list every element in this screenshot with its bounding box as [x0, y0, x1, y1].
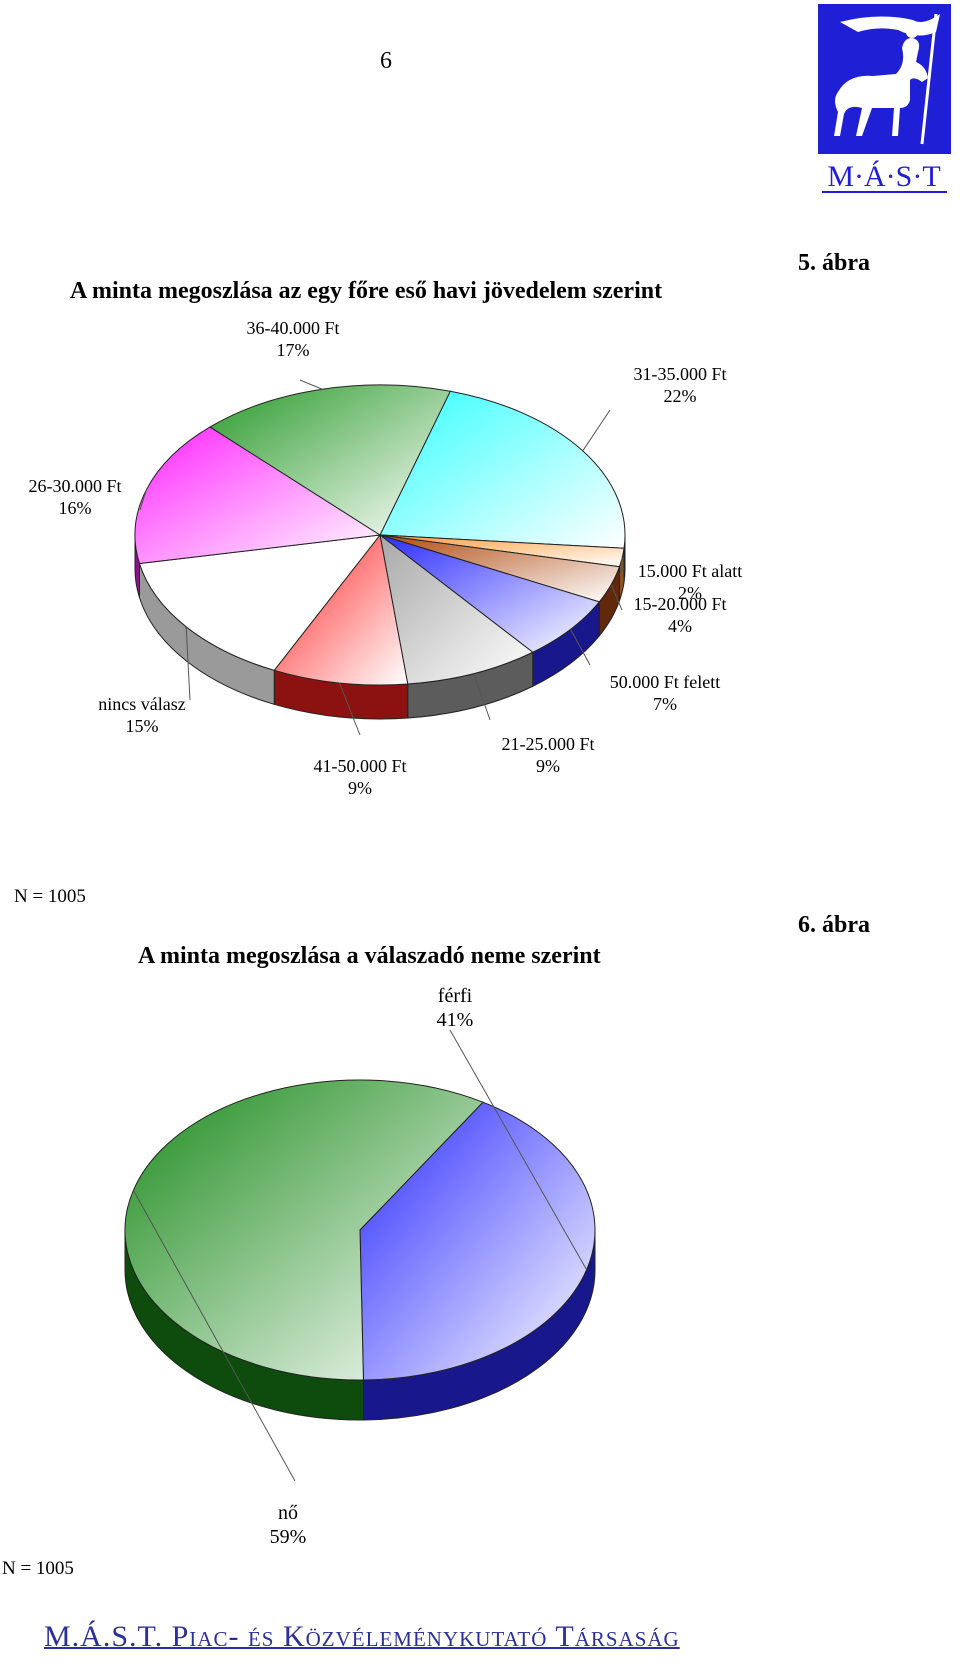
- sample-size-2: N = 1005: [2, 1558, 74, 1579]
- footer-company-name: M.Á.S.T. Piac- és Közvéleménykutató Társ…: [44, 1620, 680, 1653]
- label-leader-line: [449, 1029, 588, 1270]
- logo-text: M·Á·S·T: [827, 160, 940, 193]
- slice-label: 21-25.000 Ft: [501, 734, 594, 754]
- label-leader-line: [139, 489, 147, 511]
- label-leader-line: [338, 682, 361, 736]
- slice-value-label: 9%: [536, 756, 560, 776]
- chart-title-1: A minta megoszlása az egy főre eső havi …: [70, 278, 663, 304]
- label-leader-line: [570, 629, 591, 666]
- slice-label: férfi: [438, 985, 473, 1007]
- label-leader-line: [185, 626, 191, 701]
- slice-value-label: 59%: [270, 1526, 307, 1548]
- slice-value-label: 7%: [653, 694, 677, 714]
- label-leader-line: [473, 673, 491, 721]
- page-number: 6: [380, 48, 392, 74]
- slice-label: 15-20.000 Ft: [633, 594, 726, 614]
- slice-label: 41-50.000 Ft: [313, 756, 406, 776]
- pie-slice: [379, 534, 601, 653]
- slice-label: 50.000 Ft felett: [610, 672, 721, 692]
- pie-slice: [134, 426, 382, 565]
- slice-value-label: 16%: [59, 498, 92, 518]
- sample-size-1: N = 1005: [14, 886, 86, 907]
- slice-label: nincs válasz: [98, 694, 185, 714]
- slice-value-label: 4%: [668, 616, 692, 636]
- label-leader-line: [132, 1190, 296, 1482]
- chart-title-2: A minta megoszlása a válaszadó neme szer…: [138, 943, 601, 969]
- slice-value-label: 22%: [664, 386, 697, 406]
- slice-value-label: 15%: [126, 716, 159, 736]
- label-leader-line: [582, 409, 611, 452]
- slice-value-label: 41%: [437, 1009, 474, 1031]
- slice-label: 31-35.000 Ft: [633, 364, 726, 384]
- centaur-flag-logo-icon: M·Á·S·T: [818, 4, 951, 193]
- slice-value-label: 17%: [277, 340, 310, 360]
- slice-label: nő: [278, 1502, 298, 1524]
- slice-value-label: 9%: [348, 778, 372, 798]
- label-leader-line: [619, 557, 623, 576]
- pie-slice: [273, 533, 409, 686]
- slice-label: 26-30.000 Ft: [28, 476, 121, 496]
- slice-label: 36-40.000 Ft: [246, 318, 339, 338]
- pie-slice: [379, 533, 534, 685]
- mast-logo: M·Á·S·T: [818, 4, 951, 194]
- figure-label-1: 5. ábra: [798, 250, 870, 276]
- label-leader-line: [299, 379, 323, 390]
- label-leader-line: [610, 584, 623, 611]
- figure-label-2: 6. ábra: [798, 912, 870, 938]
- slice-value-label: 2%: [678, 583, 702, 603]
- slice-label: 15.000 Ft alatt: [638, 561, 743, 581]
- pie-slice: [359, 1101, 596, 1381]
